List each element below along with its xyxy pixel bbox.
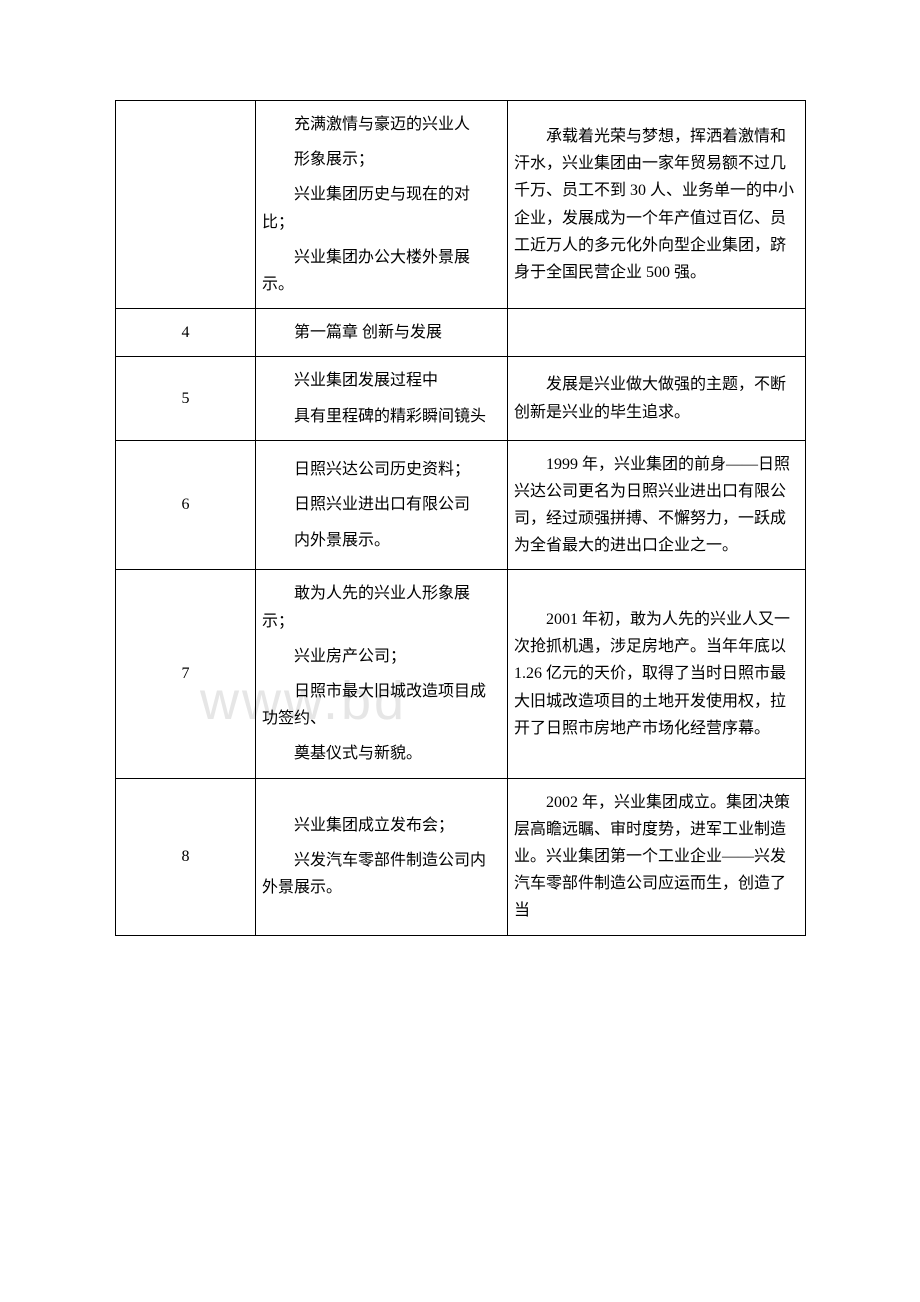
- scene-paragraph: 兴业集团发展过程中: [262, 367, 501, 394]
- scene-paragraph: 兴业集团办公大楼外景展示。: [262, 244, 501, 298]
- row-number-cell: 8: [116, 778, 256, 935]
- scene-paragraph: 充满激情与豪迈的兴业人: [262, 111, 501, 138]
- scene-description-cell: 日照兴达公司历史资料； 日照兴业进出口有限公司内外景展示。: [256, 440, 508, 570]
- scene-paragraph: 日照兴业进出口有限公司: [262, 491, 501, 518]
- table-row: 7敢为人先的兴业人形象展示； 兴业房产公司； 日照市最大旧城改造项目成功签约、奠基仪…: [116, 570, 806, 778]
- narration-cell: 2001 年初，敢为人先的兴业人又一次抢抓机遇，涉足房地产。当年年底以 1.26…: [508, 570, 806, 778]
- narration-cell: 发展是兴业做大做强的主题，不断创新是兴业的毕生追求。: [508, 357, 806, 440]
- scene-paragraph: 奠基仪式与新貌。: [262, 740, 501, 767]
- scene-description-cell: 敢为人先的兴业人形象展示； 兴业房产公司； 日照市最大旧城改造项目成功签约、奠基仪式…: [256, 570, 508, 778]
- narration-cell: 2002 年，兴业集团成立。集团决策层高瞻远瞩、审时度势，进军工业制造业。兴业集…: [508, 778, 806, 935]
- scene-paragraph: 具有里程碑的精彩瞬间镜头: [262, 403, 501, 430]
- script-table: 充满激情与豪迈的兴业人形象展示； 兴业集团历史与现在的对比； 兴业集团办公大楼外景展…: [115, 100, 806, 936]
- scene-paragraph: 敢为人先的兴业人形象展示；: [262, 580, 501, 634]
- narration-cell: 承载着光荣与梦想，挥洒着激情和汗水，兴业集团由一家年贸易额不过几千万、员工不到 …: [508, 101, 806, 309]
- table-body: 充满激情与豪迈的兴业人形象展示； 兴业集团历史与现在的对比； 兴业集团办公大楼外景展…: [116, 101, 806, 936]
- scene-description-cell: 第一篇章 创新与发展: [256, 309, 508, 357]
- row-number-cell: 5: [116, 357, 256, 440]
- scene-paragraph: 形象展示；: [262, 146, 501, 173]
- scene-paragraph: 兴业集团历史与现在的对比；: [262, 181, 501, 235]
- scene-paragraph: 兴发汽车零部件制造公司内外景展示。: [262, 847, 501, 901]
- row-number-cell: 4: [116, 309, 256, 357]
- narration-cell: 1999 年，兴业集团的前身——日照兴达公司更名为日照兴业进出口有限公司，经过顽…: [508, 440, 806, 570]
- narration-paragraph: 2001 年初，敢为人先的兴业人又一次抢抓机遇，涉足房地产。当年年底以 1.26…: [514, 606, 799, 742]
- narration-cell: [508, 309, 806, 357]
- table-row: 4第一篇章 创新与发展: [116, 309, 806, 357]
- scene-description-cell: 兴业集团成立发布会； 兴发汽车零部件制造公司内外景展示。: [256, 778, 508, 935]
- scene-description-cell: 充满激情与豪迈的兴业人形象展示； 兴业集团历史与现在的对比； 兴业集团办公大楼外景展…: [256, 101, 508, 309]
- scene-paragraph: 兴业房产公司；: [262, 643, 501, 670]
- table-row: 6日照兴达公司历史资料； 日照兴业进出口有限公司内外景展示。 1999 年，兴业集团…: [116, 440, 806, 570]
- narration-paragraph: 承载着光荣与梦想，挥洒着激情和汗水，兴业集团由一家年贸易额不过几千万、员工不到 …: [514, 123, 799, 286]
- scene-paragraph: 日照兴达公司历史资料；: [262, 456, 501, 483]
- scene-paragraph: 日照市最大旧城改造项目成功签约、: [262, 678, 501, 732]
- narration-paragraph: 发展是兴业做大做强的主题，不断创新是兴业的毕生追求。: [514, 371, 799, 425]
- scene-paragraph: 兴业集团成立发布会；: [262, 812, 501, 839]
- table-row: 充满激情与豪迈的兴业人形象展示； 兴业集团历史与现在的对比； 兴业集团办公大楼外景展…: [116, 101, 806, 309]
- row-number-cell: [116, 101, 256, 309]
- narration-paragraph: 1999 年，兴业集团的前身——日照兴达公司更名为日照兴业进出口有限公司，经过顽…: [514, 451, 799, 560]
- row-number-cell: 6: [116, 440, 256, 570]
- scene-paragraph: 内外景展示。: [262, 527, 501, 554]
- document-page: www.bd 充满激情与豪迈的兴业人形象展示；兴业集团历史与现在的对比；兴业集团…: [0, 0, 920, 1302]
- narration-paragraph: 2002 年，兴业集团成立。集团决策层高瞻远瞩、审时度势，进军工业制造业。兴业集…: [514, 789, 799, 925]
- table-row: 5兴业集团发展过程中具有里程碑的精彩瞬间镜头发展是兴业做大做强的主题，不断创新是…: [116, 357, 806, 440]
- content-wrapper: 充满激情与豪迈的兴业人形象展示； 兴业集团历史与现在的对比； 兴业集团办公大楼外景展…: [115, 100, 805, 936]
- table-row: 8兴业集团成立发布会； 兴发汽车零部件制造公司内外景展示。2002 年，兴业集团成…: [116, 778, 806, 935]
- scene-description-cell: 兴业集团发展过程中具有里程碑的精彩瞬间镜头: [256, 357, 508, 440]
- scene-paragraph: 第一篇章 创新与发展: [262, 319, 501, 346]
- row-number-cell: 7: [116, 570, 256, 778]
